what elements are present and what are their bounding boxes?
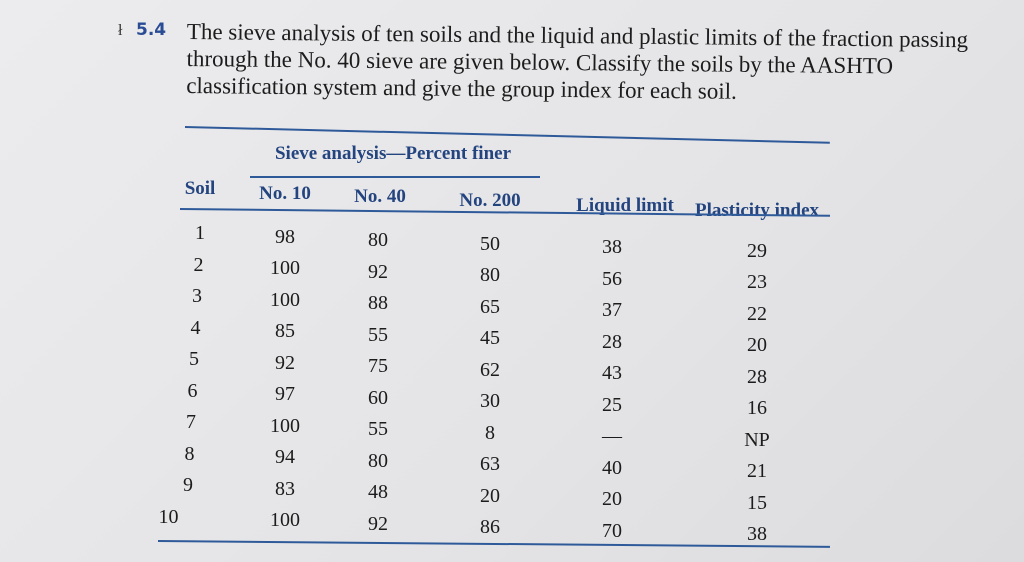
group-header-rule [250,176,540,178]
table-cell: 20 [602,488,622,510]
table-cell: 45 [480,327,500,349]
problem-number: 5.4 [136,20,167,40]
column-header: No. 200 [459,190,521,211]
table-cell: 30 [480,390,500,412]
column-header: Soil [184,178,216,199]
table-cell: 63 [480,453,500,475]
table-cell: 56 [602,267,622,290]
table-cell: 80 [480,264,500,286]
column-header: Liquid limit [576,195,674,216]
table-cell: 100 [270,509,300,531]
column-header: No. 10 [259,183,311,204]
table-cell: 70 [602,519,622,542]
table-bottom-rule [157,540,830,548]
table-cell: 94 [275,446,295,468]
table-cell: 75 [368,355,388,377]
table-cell: 97 [275,383,295,405]
table-cell: 28 [602,330,622,353]
table-cell: 80 [368,449,388,472]
table-cell: 100 [270,414,300,437]
table-cell: 3 [192,285,202,307]
table-cell: 15 [747,491,767,514]
table-cell: 23 [747,271,767,293]
table-cell: 8 [485,421,495,444]
table-cell: 98 [275,225,295,248]
table-cell: 92 [368,260,388,283]
table-cell: 8 [184,442,195,465]
column-header: Plasticity index [694,200,820,221]
table-cell: 50 [480,232,500,255]
table-cell: 43 [602,362,622,384]
table-cell: 40 [602,456,622,479]
table-cell: 22 [747,302,767,325]
table-cell: 1 [195,222,205,244]
table-top-rule [184,126,830,144]
group-header: Sieve analysis—Percent finer [274,143,512,164]
table-cell: 4 [190,316,201,339]
table-cell: 16 [747,397,767,419]
table-cell: 5 [189,348,199,370]
table-cell: 92 [275,351,295,374]
table-cell: 20 [747,334,767,356]
table-cell: — [602,425,622,447]
table-cell: 37 [602,299,622,321]
table-cell: NP [744,428,770,451]
column-header: No. 40 [354,186,406,207]
table-cell: 100 [270,257,300,279]
table-cell: 48 [368,481,388,503]
table-cell: 21 [747,460,767,482]
table-cell: 7 [186,411,196,433]
table-cell: 9 [183,474,193,496]
table-cell: 10 [158,505,179,528]
table-cell: 2 [193,253,204,276]
table-cell: 25 [602,393,622,416]
table-cell: 6 [187,379,198,402]
table-cell: 100 [270,288,300,311]
table-cell: 88 [368,292,388,314]
table-cell: 55 [368,323,388,346]
problem-text: The sieve analysis of ten soils and the … [186,18,969,104]
table-cell: 38 [602,236,622,258]
table-cell: 92 [368,512,388,535]
table-cell: 86 [480,516,500,538]
table-cell: 80 [368,229,388,251]
table-cell: 55 [368,418,388,440]
table-cell: 65 [480,295,500,318]
table-cell: 62 [480,358,500,381]
table-cell: 38 [747,523,767,545]
table-cell: 28 [747,365,767,388]
table-cell: 85 [275,320,295,342]
table-cell: 83 [275,477,295,500]
table-cell: 29 [747,239,767,262]
margin-mark: ł [118,22,123,39]
table-cell: 20 [480,484,500,507]
table-cell: 60 [368,386,388,409]
